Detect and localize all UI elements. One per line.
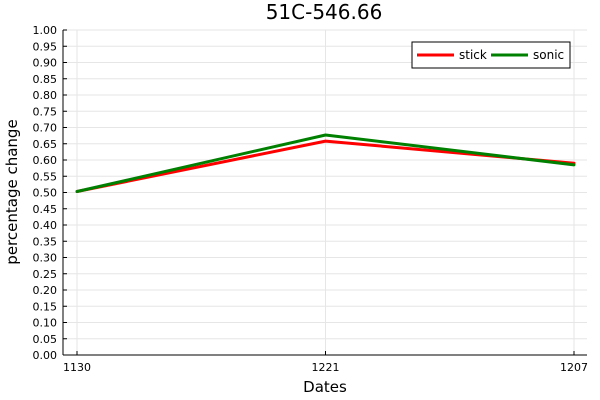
x-ticks: 1130 1221 1207: [63, 351, 588, 374]
x-tick-label: 1221: [312, 361, 340, 374]
y-tick-label: 0.60: [33, 154, 58, 167]
y-tick-label: 0.20: [33, 284, 58, 297]
y-tick-label: 0.50: [33, 187, 58, 200]
y-tick-label: 0.15: [33, 300, 58, 313]
y-tick-label: 0.75: [33, 105, 58, 118]
legend: stick sonic: [411, 41, 571, 69]
y-tick-label: 0.65: [33, 138, 58, 151]
y-tick-label: 0.25: [33, 268, 58, 281]
x-tick-label: 1130: [63, 361, 91, 374]
y-tick-label: 1.00: [33, 24, 58, 37]
chart-title: 51C-546.66: [266, 0, 383, 24]
y-tick-label: 0.35: [33, 235, 58, 248]
grid: [63, 29, 587, 356]
y-tick-label: 0.00: [33, 349, 58, 362]
legend-label-sonic: sonic: [533, 48, 564, 62]
y-tick-label: 0.80: [33, 89, 58, 102]
y-tick-label: 0.05: [33, 333, 58, 346]
series-line-sonic: [75, 133, 576, 194]
y-tick-label: 0.40: [33, 219, 58, 232]
y-tick-label: 0.55: [33, 170, 58, 183]
y-ticks: 0.00 0.05 0.10 0.15 0.20 0.25 0.30 0.35 0.40 0.45…: [33, 24, 67, 362]
y-tick-label: 0.10: [33, 317, 58, 330]
y-tick-label: 0.90: [33, 57, 58, 70]
y-axis-label: percentage change: [3, 119, 21, 264]
x-axis-label: Dates: [303, 378, 347, 396]
y-tick-label: 0.85: [33, 73, 58, 86]
y-tick-label: 0.30: [33, 252, 58, 265]
series: [75, 133, 576, 194]
y-tick-label: 0.95: [33, 40, 58, 53]
y-tick-label: 0.70: [33, 122, 58, 135]
x-tick-label: 1207: [560, 361, 588, 374]
legend-label-stick: stick: [459, 48, 487, 62]
y-tick-label: 0.45: [33, 203, 58, 216]
